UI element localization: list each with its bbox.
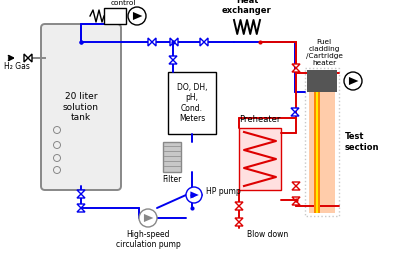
Text: Filter: Filter (162, 175, 182, 184)
Polygon shape (152, 38, 156, 46)
Bar (320, 92, 335, 213)
Polygon shape (77, 204, 85, 208)
Polygon shape (28, 54, 32, 62)
Bar (168, 72, 216, 134)
Circle shape (128, 7, 146, 25)
Polygon shape (204, 38, 208, 46)
Text: 20 liter
solution
tank: 20 liter solution tank (63, 92, 99, 122)
Text: Preheater: Preheater (239, 115, 281, 124)
Text: HP pump: HP pump (206, 187, 241, 196)
Polygon shape (169, 60, 177, 64)
Polygon shape (292, 197, 300, 201)
Bar (239, 128, 281, 190)
Polygon shape (174, 38, 178, 46)
Text: Blow down: Blow down (247, 230, 288, 239)
Polygon shape (170, 38, 174, 46)
Polygon shape (292, 182, 300, 186)
Polygon shape (349, 77, 358, 85)
Polygon shape (77, 190, 85, 194)
Polygon shape (292, 68, 300, 72)
Polygon shape (190, 191, 199, 199)
Polygon shape (148, 38, 152, 46)
Text: Fuel
cladding
/Cartridge
heater: Fuel cladding /Cartridge heater (306, 39, 342, 66)
Circle shape (186, 187, 202, 203)
Bar (307, 70, 337, 92)
Text: Gas overpressure
control: Gas overpressure control (91, 0, 155, 6)
Polygon shape (292, 201, 300, 205)
Polygon shape (144, 214, 153, 222)
Polygon shape (77, 194, 85, 198)
FancyBboxPatch shape (41, 24, 121, 190)
Polygon shape (200, 38, 204, 46)
Bar (305, 68, 339, 216)
Text: High-speed
circulation pump: High-speed circulation pump (116, 230, 180, 249)
Polygon shape (24, 54, 28, 62)
Text: Heat
exchanger: Heat exchanger (222, 0, 272, 15)
Polygon shape (291, 112, 299, 116)
Text: DO, DH,
pH,
Cond.
Meters: DO, DH, pH, Cond. Meters (177, 83, 207, 123)
Polygon shape (169, 56, 177, 60)
Polygon shape (235, 206, 243, 210)
Polygon shape (235, 222, 243, 226)
Circle shape (139, 209, 157, 227)
Polygon shape (291, 108, 299, 112)
Text: H₂ Gas: H₂ Gas (4, 62, 30, 71)
Polygon shape (77, 208, 85, 212)
Circle shape (344, 72, 362, 90)
Bar (314, 92, 320, 213)
Polygon shape (235, 202, 243, 206)
Polygon shape (235, 218, 243, 222)
Bar (163, 142, 181, 172)
Bar (316, 92, 318, 213)
Bar (309, 92, 314, 213)
Polygon shape (292, 186, 300, 190)
Text: Test
section: Test section (345, 132, 380, 152)
Polygon shape (292, 64, 300, 68)
Polygon shape (133, 12, 142, 20)
Bar (104, 8, 126, 24)
